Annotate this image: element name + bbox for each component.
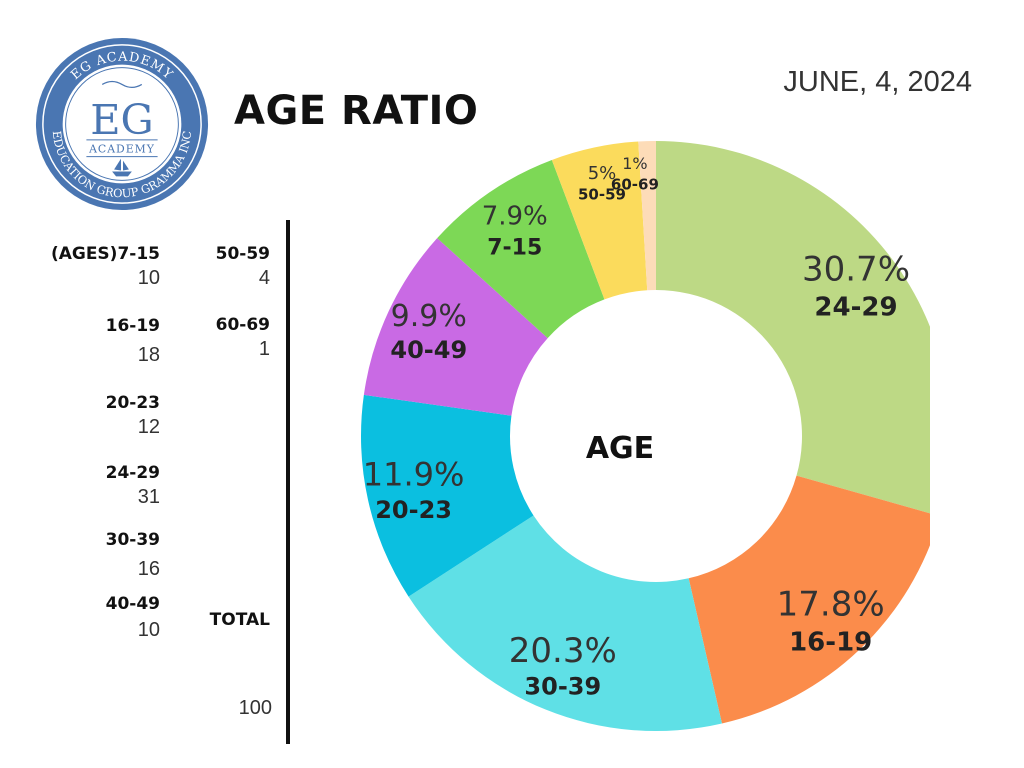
logo-sub-text: ACADEMY [88,143,155,156]
legend-value: 4 [258,267,270,289]
legend-item-16-19: 16-19 18 [20,316,160,367]
ornament-icon [101,80,143,89]
slice-pct-label: 20.3% [509,631,617,671]
legend-value: 18 [137,344,160,366]
legend-label: 20-23 [105,393,160,413]
legend-total-value: 100 [238,697,272,719]
slice-24-29 [656,141,930,514]
page-title: AGE RATIO [234,88,479,134]
legend-item-24-29: 24-29 31 [20,463,160,509]
slice-30-39 [408,515,722,731]
slice-pct-label: 1% [622,154,647,173]
legend-item-50-59: 50-59 4 [180,244,270,290]
slice-7-15 [437,159,605,339]
slice-category-label: 7-15 [487,235,542,260]
slice-category-label: 24-29 [814,293,897,323]
slice-pct-label: 7.9% [482,202,548,232]
legend-item-20-23: 20-23 12 [20,393,160,439]
legend-divider [286,220,290,744]
age-donut-chart: 30.7%24-29 17.8%16-19 20.3%30-39 11.9%20-23… [361,141,930,731]
slice-category-label: 40-49 [390,336,467,364]
legend-value: 10 [137,267,160,289]
logo-monogram: EG [90,95,153,144]
slice-category-label: 16-19 [789,628,872,658]
legend-label: 30-39 [105,530,160,550]
slice-16-19 [688,475,930,724]
report-date: JUNE, 4, 2024 [783,66,972,98]
legend-item-40-49: 40-49 10 [20,594,160,642]
legend-item-7-15: (AGES)7-15 10 [20,244,160,290]
legend-label: 16-19 [105,316,160,336]
slice-40-49 [363,238,548,416]
legend-label: 60-69 [215,315,270,335]
legend-value: 31 [137,486,160,508]
slice-pct-label: 9.9% [391,299,467,334]
slice-category-label: 60-69 [611,175,659,193]
legend-label: 50-59 [215,244,270,264]
slice-pct-label: 30.7% [802,250,910,290]
legend-value: 10 [137,619,160,641]
chart-center-label: AGE [586,431,654,466]
slice-20-23 [361,394,534,597]
slice-category-label: 20-23 [375,496,452,524]
legend-value: 16 [137,558,160,580]
legend-item-60-69: 60-69 1 [180,315,270,361]
legend-value: 1 [258,338,270,360]
slice-category-label: 50-59 [578,185,626,203]
slice-60-69 [638,141,656,291]
legend-value: 12 [137,416,160,438]
legend-label: 40-49 [105,594,160,614]
eg-academy-logo: EG ACADEMY EDUCATION GROUP GRAMMA INC EG… [35,37,209,211]
legend-label: 24-29 [105,463,160,483]
slice-50-59 [551,141,648,300]
slice-pct-label: 17.8% [777,585,885,625]
legend-label: (AGES)7-15 [50,244,160,264]
legend-item-30-39: 30-39 16 [20,530,160,581]
legend-total-label: TOTAL [209,610,270,630]
slice-pct-label: 5% [588,163,617,184]
ship-icon [112,158,132,177]
slice-category-label: 30-39 [524,673,601,701]
slice-pct-label: 11.9% [363,456,465,494]
